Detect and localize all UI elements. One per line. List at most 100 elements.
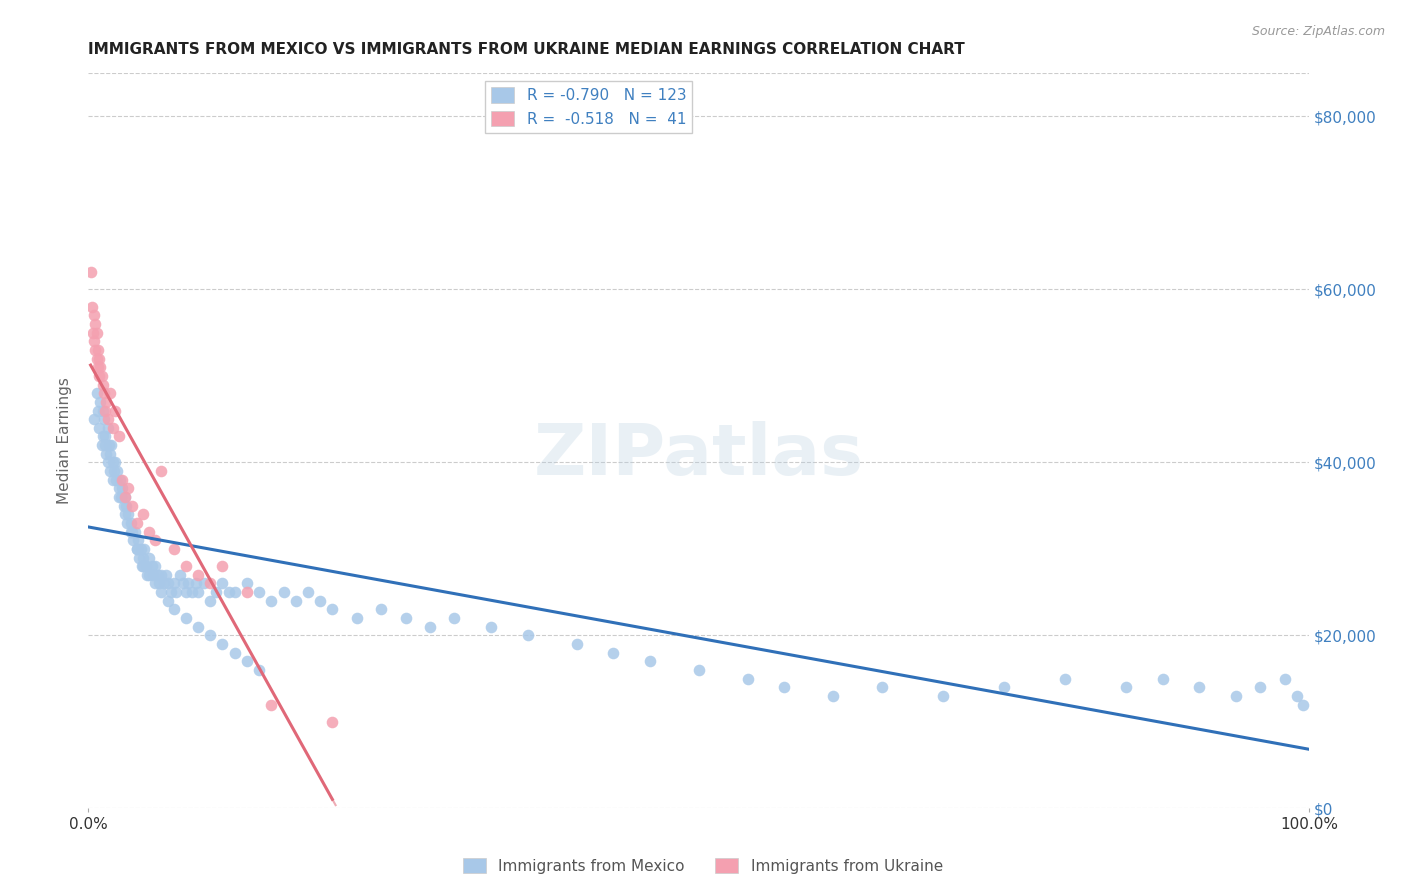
Point <box>150 567 173 582</box>
Point <box>122 533 145 548</box>
Y-axis label: Median Earnings: Median Earnings <box>58 377 72 504</box>
Point <box>115 516 138 530</box>
Point <box>132 550 155 565</box>
Point <box>91 403 114 417</box>
Point <box>309 594 332 608</box>
Point <box>132 559 155 574</box>
Point <box>1249 680 1271 694</box>
Point <box>101 473 124 487</box>
Point <box>120 516 142 530</box>
Point <box>993 680 1015 694</box>
Point <box>105 473 128 487</box>
Point <box>111 473 134 487</box>
Point <box>516 628 538 642</box>
Point <box>773 680 796 694</box>
Point <box>83 412 105 426</box>
Point <box>93 386 115 401</box>
Point <box>104 403 127 417</box>
Point <box>89 351 111 366</box>
Point <box>162 576 184 591</box>
Point <box>97 412 120 426</box>
Point <box>101 421 124 435</box>
Point <box>200 594 222 608</box>
Point <box>111 481 134 495</box>
Point <box>143 559 166 574</box>
Point <box>141 559 163 574</box>
Point <box>284 594 307 608</box>
Point <box>177 576 200 591</box>
Point <box>107 490 129 504</box>
Point <box>443 611 465 625</box>
Text: Source: ZipAtlas.com: Source: ZipAtlas.com <box>1251 25 1385 38</box>
Point <box>107 464 129 478</box>
Point <box>90 438 112 452</box>
Point <box>1274 672 1296 686</box>
Point <box>236 585 259 599</box>
Point <box>260 594 283 608</box>
Point <box>89 360 111 375</box>
Point <box>211 637 233 651</box>
Point <box>565 637 588 651</box>
Point <box>87 360 110 375</box>
Point <box>121 499 143 513</box>
Point <box>114 508 136 522</box>
Point <box>86 326 108 340</box>
Point <box>125 541 148 556</box>
Point <box>193 576 215 591</box>
Point <box>150 464 173 478</box>
Point <box>115 499 138 513</box>
Legend: R = -0.790   N = 123, R =  -0.518   N =  41: R = -0.790 N = 123, R = -0.518 N = 41 <box>485 81 692 133</box>
Point <box>84 317 107 331</box>
Point <box>138 550 160 565</box>
Point <box>97 455 120 469</box>
Point <box>247 663 270 677</box>
Point <box>200 628 222 642</box>
Point <box>90 368 112 383</box>
Point <box>110 490 132 504</box>
Point <box>688 663 710 677</box>
Point <box>153 576 176 591</box>
Point <box>89 368 111 383</box>
Point <box>370 602 392 616</box>
Point <box>94 438 117 452</box>
Point <box>1115 680 1137 694</box>
Point <box>108 473 131 487</box>
Point <box>87 403 110 417</box>
Point <box>121 524 143 539</box>
Point <box>148 576 170 591</box>
Text: ZIPatlas: ZIPatlas <box>534 421 863 490</box>
Point <box>1188 680 1211 694</box>
Point <box>94 403 117 417</box>
Point <box>236 576 259 591</box>
Point <box>1152 672 1174 686</box>
Point <box>321 714 343 729</box>
Point <box>1292 698 1315 712</box>
Point <box>205 585 228 599</box>
Point <box>100 438 122 452</box>
Point <box>1285 689 1308 703</box>
Point <box>125 516 148 530</box>
Point <box>107 481 129 495</box>
Point <box>638 654 661 668</box>
Point <box>97 421 120 435</box>
Point <box>321 602 343 616</box>
Point <box>107 429 129 443</box>
Point <box>101 455 124 469</box>
Point <box>132 508 155 522</box>
Point <box>156 576 179 591</box>
Point <box>128 550 150 565</box>
Point <box>82 326 104 340</box>
Point <box>114 490 136 504</box>
Point <box>143 533 166 548</box>
Point <box>89 421 111 435</box>
Point <box>821 689 844 703</box>
Point <box>187 620 209 634</box>
Point <box>187 585 209 599</box>
Point <box>84 343 107 357</box>
Point <box>114 490 136 504</box>
Point <box>174 559 197 574</box>
Point <box>91 377 114 392</box>
Point <box>96 395 118 409</box>
Point <box>135 567 157 582</box>
Point <box>98 386 121 401</box>
